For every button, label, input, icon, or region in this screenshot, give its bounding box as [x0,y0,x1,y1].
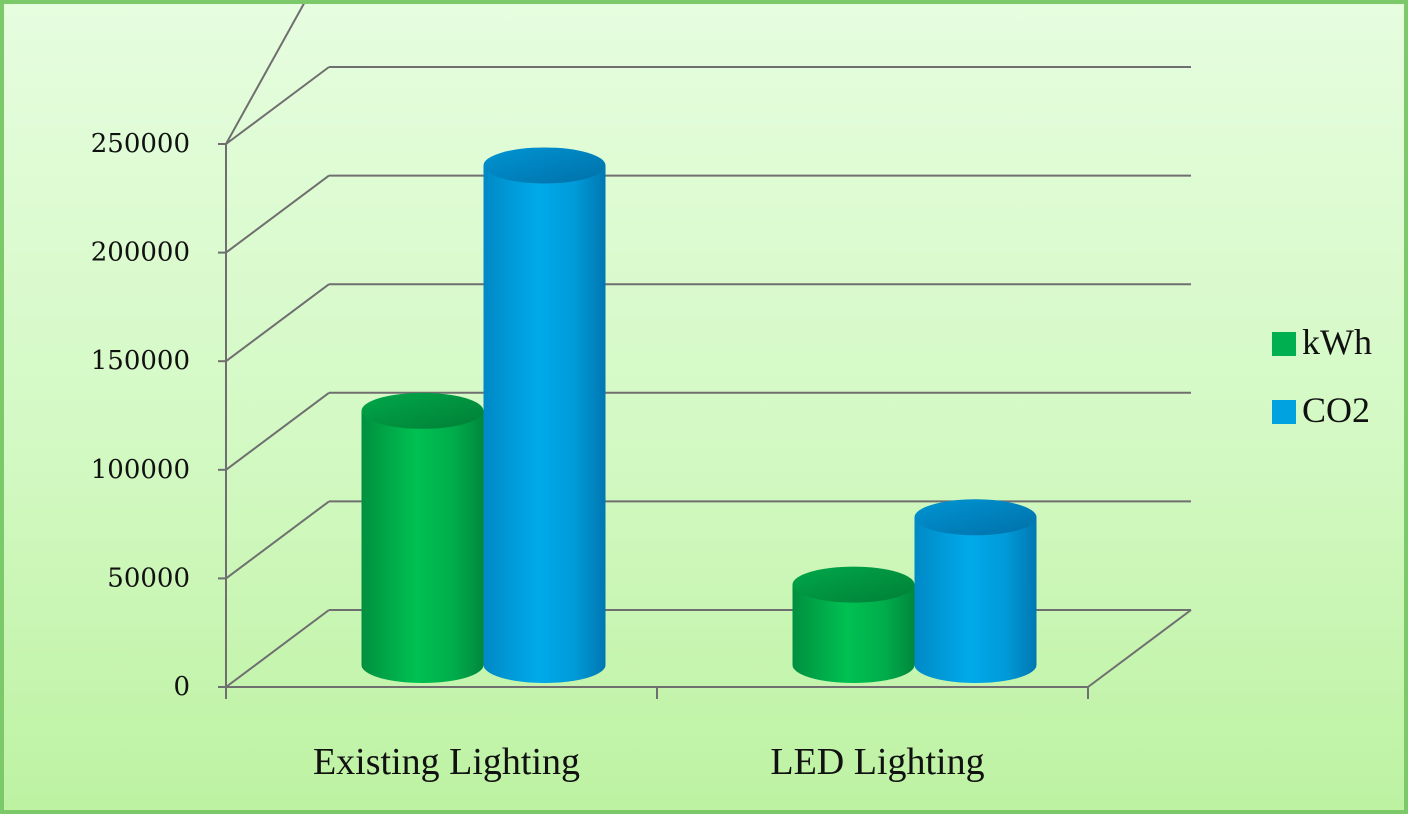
bar-top [483,147,606,184]
gridline-diagonal [225,609,330,688]
legend-swatch [1272,332,1296,356]
floor-edge [1087,609,1192,688]
gridline-diagonal [225,500,330,580]
legend: kWh CO2 [1272,322,1372,430]
gridline-diagonal [225,391,330,471]
x-tick-label: LED Lighting [770,741,984,783]
y-tick-label: 100000 [91,455,190,485]
bars [361,147,1037,683]
labels: 0 50000 100000 150000 200000 250000 Existing L… [91,129,985,783]
axes [218,143,1192,699]
y-tick-label: 50000 [107,563,190,593]
bar-kwh [792,584,915,683]
bar-co2 [483,165,606,683]
bar-chart: 0 50000 100000 150000 200000 250000 Existing L… [91,4,1372,783]
legend-swatch [1272,400,1296,424]
y-tick-label: 0 [173,672,190,702]
bar-top [914,499,1037,536]
legend-label: kWh [1302,322,1372,362]
bar-co2 [914,517,1037,683]
y-tick-label: 150000 [91,346,190,376]
gridline-diagonal [225,174,330,254]
gridline-diagonal [225,4,305,145]
bar-kwh [361,410,484,683]
x-tick-label: Existing Lighting [313,741,580,783]
y-tick-label: 250000 [91,129,190,159]
gridline-diagonal [225,283,330,363]
bar-top [361,392,484,429]
gridline-diagonal [225,66,330,145]
legend-label: CO2 [1302,390,1370,430]
bar-top [792,566,915,603]
y-tick-label: 200000 [91,238,190,268]
